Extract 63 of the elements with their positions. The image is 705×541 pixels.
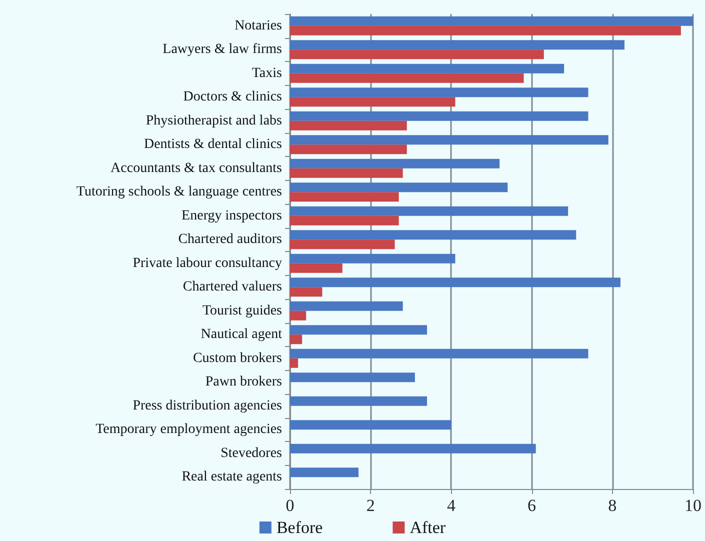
bar — [290, 301, 403, 311]
bar — [290, 325, 428, 335]
bar — [290, 40, 624, 50]
y-tick-label: Accountants & tax consultants — [110, 160, 282, 176]
x-tick-label: 10 — [684, 496, 702, 515]
y-tick-label: Private labour consultancy — [132, 256, 282, 271]
bar — [290, 468, 359, 478]
bar — [290, 334, 302, 344]
bar — [290, 88, 588, 98]
legend-label: Before — [276, 518, 323, 537]
y-tick-label: Physiotherapist and labs — [146, 113, 282, 128]
bar — [290, 287, 322, 297]
y-tick-label: Doctors & clinics — [183, 90, 282, 105]
bar — [290, 348, 588, 358]
x-tick-label: 0 — [286, 496, 294, 515]
y-tick-label: Stevedores — [220, 446, 282, 461]
legend-label: After — [410, 518, 446, 537]
x-tick-label: 2 — [366, 496, 375, 515]
y-tick-label: Tutoring schools & language centres — [76, 184, 282, 200]
y-tick-label: Custom brokers — [192, 350, 282, 366]
bar — [290, 230, 576, 240]
y-tick-label: Press distribution agencies — [132, 398, 282, 414]
bar — [290, 158, 500, 168]
bar — [290, 16, 693, 26]
bar — [290, 50, 544, 60]
y-tick-label: Nautical agent — [200, 327, 282, 342]
y-tick-label: Chartered auditors — [178, 232, 282, 248]
x-tick-label: 4 — [446, 496, 456, 515]
y-tick-label: Energy inspectors — [182, 208, 282, 224]
bar — [290, 216, 399, 226]
y-tick-label: Notaries — [234, 18, 282, 34]
bar — [290, 254, 456, 264]
bar — [290, 310, 306, 320]
bar — [290, 73, 524, 83]
bar — [290, 168, 403, 178]
y-tick-label: Chartered valuers — [182, 280, 282, 295]
bar — [290, 278, 620, 288]
bar — [290, 182, 508, 192]
y-tick-label: Taxis — [252, 66, 282, 81]
y-tick-label: Pawn brokers — [205, 374, 282, 390]
bar — [290, 206, 568, 216]
y-tick-label: Tourist guides — [202, 303, 282, 318]
bar — [290, 444, 536, 454]
y-tick-label: Real estate agents — [182, 470, 282, 485]
y-tick-label: Dentists & dental clinics — [144, 137, 282, 152]
bar — [290, 358, 298, 368]
bar — [290, 26, 681, 36]
bar — [290, 64, 564, 74]
x-tick-label: 6 — [528, 496, 536, 515]
y-tick-label: Temporary employment agencies — [96, 422, 282, 438]
x-tick-label: 8 — [608, 496, 617, 515]
bar — [290, 120, 407, 130]
bar — [290, 97, 456, 107]
bar — [290, 192, 399, 202]
bar — [290, 144, 407, 154]
bar — [290, 240, 395, 250]
bar — [290, 135, 608, 145]
bar — [290, 372, 415, 382]
bar — [290, 111, 588, 121]
bar — [290, 420, 452, 430]
y-tick-label: Lawyers & law firms — [162, 42, 282, 58]
bar — [290, 263, 342, 273]
bar — [290, 396, 428, 406]
